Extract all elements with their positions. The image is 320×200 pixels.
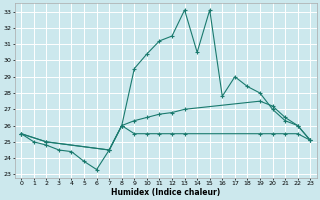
X-axis label: Humidex (Indice chaleur): Humidex (Indice chaleur) (111, 188, 220, 197)
